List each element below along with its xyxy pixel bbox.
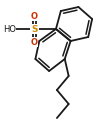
Text: O: O	[31, 12, 38, 20]
Text: O: O	[31, 38, 38, 47]
Text: HO: HO	[3, 24, 16, 33]
Text: S: S	[31, 24, 38, 33]
